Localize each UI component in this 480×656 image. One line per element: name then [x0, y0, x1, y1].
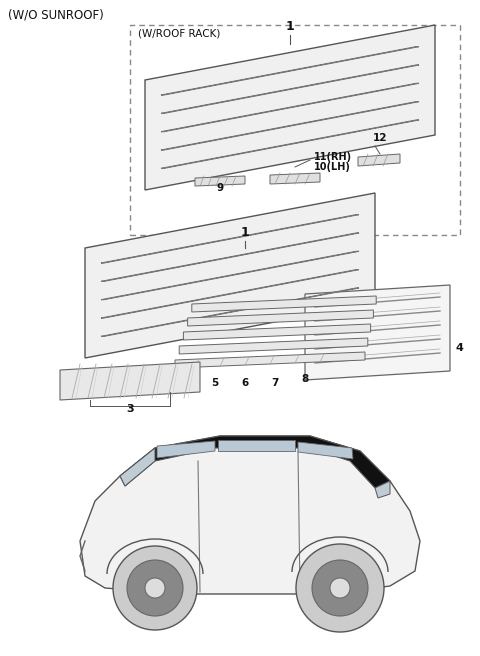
- Polygon shape: [183, 324, 371, 340]
- Circle shape: [312, 560, 368, 616]
- Text: 4: 4: [455, 343, 463, 353]
- Polygon shape: [298, 442, 353, 459]
- Polygon shape: [161, 83, 419, 132]
- Polygon shape: [101, 288, 359, 337]
- Polygon shape: [120, 436, 390, 488]
- Polygon shape: [60, 362, 200, 400]
- Text: 12: 12: [373, 133, 387, 143]
- Text: 1: 1: [240, 226, 250, 239]
- Polygon shape: [195, 176, 245, 186]
- Polygon shape: [145, 25, 435, 190]
- Polygon shape: [101, 215, 359, 263]
- Polygon shape: [305, 285, 450, 380]
- Polygon shape: [85, 193, 375, 358]
- Polygon shape: [179, 338, 368, 354]
- Circle shape: [127, 560, 183, 616]
- Text: 5: 5: [211, 378, 218, 388]
- Text: 3: 3: [126, 404, 134, 414]
- Polygon shape: [80, 436, 420, 594]
- Circle shape: [113, 546, 197, 630]
- Text: 8: 8: [301, 374, 309, 384]
- Polygon shape: [101, 251, 359, 300]
- Polygon shape: [375, 481, 390, 498]
- Text: 6: 6: [241, 378, 249, 388]
- Text: (W/ROOF RACK): (W/ROOF RACK): [138, 29, 220, 39]
- Polygon shape: [101, 233, 359, 281]
- Polygon shape: [161, 102, 419, 150]
- Polygon shape: [270, 173, 320, 184]
- Polygon shape: [175, 352, 365, 368]
- Text: (W/O SUNROOF): (W/O SUNROOF): [8, 8, 104, 21]
- Circle shape: [145, 578, 165, 598]
- Polygon shape: [161, 47, 419, 95]
- Text: 1: 1: [286, 20, 294, 33]
- Polygon shape: [120, 448, 155, 486]
- Polygon shape: [188, 310, 373, 326]
- Polygon shape: [157, 441, 215, 458]
- Text: 10(LH): 10(LH): [314, 162, 351, 172]
- Text: 9: 9: [216, 183, 224, 193]
- Circle shape: [296, 544, 384, 632]
- Polygon shape: [218, 440, 295, 451]
- Polygon shape: [161, 120, 419, 169]
- Text: 11(RH): 11(RH): [314, 152, 352, 162]
- Text: 7: 7: [271, 378, 279, 388]
- Polygon shape: [161, 65, 419, 113]
- Polygon shape: [358, 154, 400, 166]
- Circle shape: [330, 578, 350, 598]
- Polygon shape: [101, 270, 359, 318]
- Polygon shape: [192, 296, 376, 312]
